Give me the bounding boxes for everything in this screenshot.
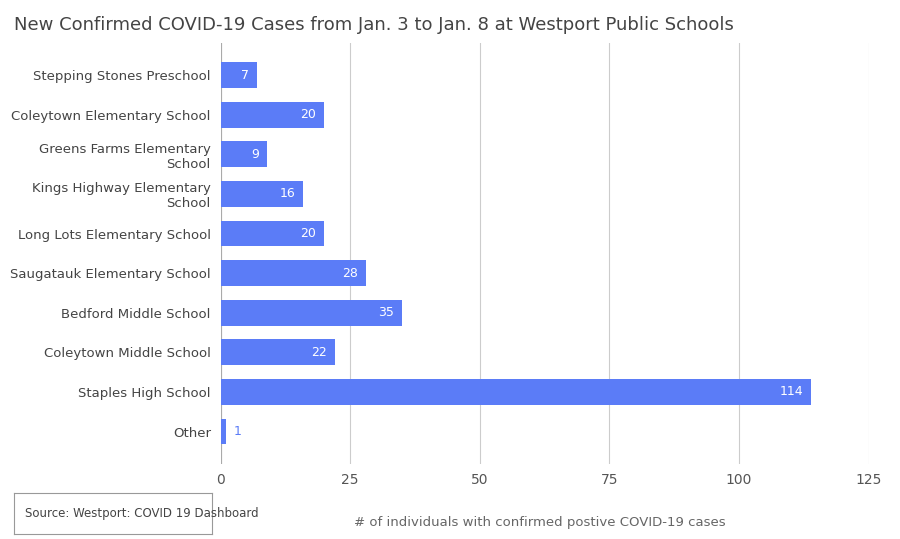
Bar [220, 379, 812, 405]
Bar [220, 300, 402, 326]
Text: 35: 35 [378, 306, 394, 319]
Text: 16: 16 [280, 188, 296, 201]
Bar [220, 220, 324, 246]
Text: 20: 20 [301, 227, 317, 240]
Text: 20: 20 [301, 108, 317, 121]
Text: 22: 22 [311, 346, 327, 359]
Bar [220, 260, 365, 286]
Text: New Confirmed COVID-19 Cases from Jan. 3 to Jan. 8 at Westport Public Schools: New Confirmed COVID-19 Cases from Jan. 3… [14, 16, 733, 34]
Text: 7: 7 [241, 68, 249, 81]
Text: 9: 9 [251, 148, 259, 161]
Bar [220, 340, 335, 365]
Text: 1: 1 [233, 425, 241, 438]
Text: # of individuals with confirmed postive COVID-19 cases: # of individuals with confirmed postive … [355, 515, 725, 529]
Bar [220, 62, 256, 88]
Text: Source: Westport: COVID 19 Dashboard: Source: Westport: COVID 19 Dashboard [25, 507, 259, 520]
Bar [220, 141, 267, 167]
Bar [220, 419, 226, 445]
Text: 28: 28 [342, 267, 358, 280]
Bar [220, 181, 303, 207]
Text: 114: 114 [780, 385, 804, 398]
Bar [220, 102, 324, 128]
